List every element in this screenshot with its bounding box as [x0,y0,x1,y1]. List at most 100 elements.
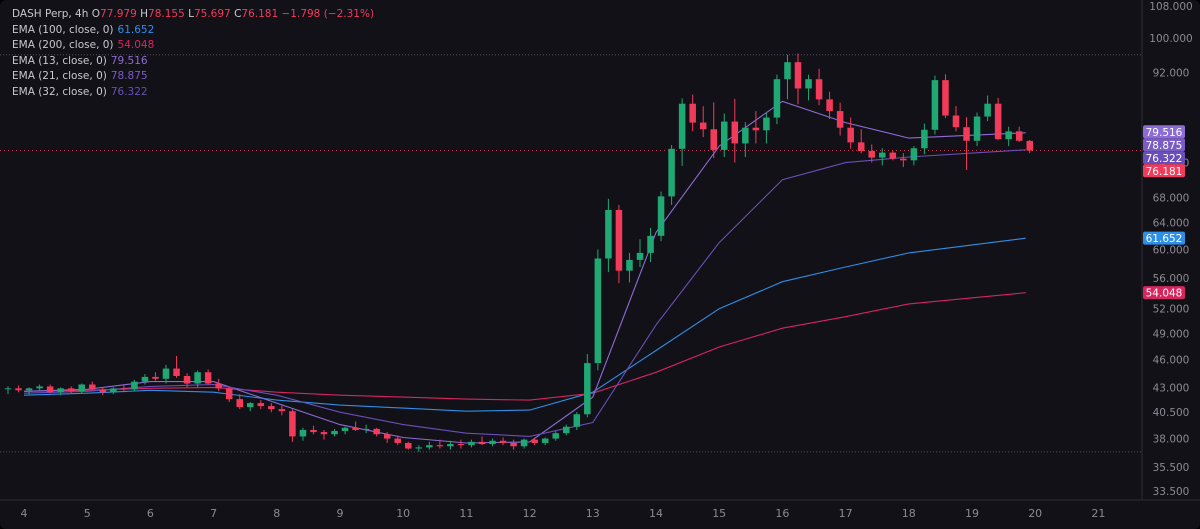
candle [879,148,886,166]
x-tick-label: 9 [337,507,344,520]
x-tick-label: 15 [712,507,726,520]
candle [110,387,117,395]
candle [236,394,243,410]
candle [120,385,128,393]
symbol-title[interactable]: DASH Perp, 4h [12,8,89,20]
high-value: 78.155 [148,8,185,20]
candle [89,381,96,391]
candle [910,146,918,166]
candle [510,439,517,450]
candle [994,97,1002,141]
x-tick-label: 10 [396,507,410,520]
candle [141,374,149,385]
price-tag: 78.875 [1143,138,1185,152]
candle [952,106,960,132]
indicator-value: 54.048 [117,39,155,51]
candle [405,441,412,450]
candle [489,438,496,447]
indicator-value: 79.516 [110,54,148,67]
svg-text:76.322: 76.322 [1146,153,1183,165]
y-tick-label: 100.000 [1149,33,1192,45]
x-tick-label: 4 [21,507,28,520]
low-label: L [188,8,194,20]
open-value: 77.979 [100,8,137,20]
y-tick-label: 40.500 [1153,407,1190,419]
price-tag: 76.181 [1143,164,1185,178]
y-tick-label: 56.000 [1153,273,1190,285]
candle [183,373,191,388]
x-tick-label: 18 [902,507,916,520]
indicator-value: 78.875 [110,70,148,82]
x-tick-label: 6 [147,507,154,520]
candle [331,428,338,437]
ema-line [23,292,1026,401]
indicator-ema-32[interactable]: EMA (32, close, 0) 76.322 [12,85,374,101]
y-tick-label: 46.000 [1153,354,1190,366]
candle [689,94,696,132]
candle [131,379,138,392]
candle [721,113,728,158]
candle [457,439,465,449]
y-tick-label: 33.500 [1153,486,1190,498]
ema-line [23,100,1026,444]
candle [563,424,570,436]
indicator-ema-200[interactable]: EMA (200, close, 0) 54.048 [12,38,374,54]
candle [836,102,844,136]
candle [373,427,380,437]
candle [963,117,970,170]
candle [773,74,781,125]
close-label: C [234,8,242,20]
candle [815,68,823,106]
y-tick-label: 43.000 [1153,382,1190,394]
svg-text:61.652: 61.652 [1146,233,1183,245]
y-tick-label: 38.000 [1153,434,1190,446]
y-tick-label: 92.000 [1153,67,1190,79]
candle [15,385,22,393]
indicator-ema-100[interactable]: EMA (100, close, 0) 61.652 [12,23,374,39]
candle [942,74,949,119]
candle [678,98,686,166]
candle [1026,139,1033,154]
candle [78,383,85,394]
x-tick-label: 16 [775,507,789,520]
candle [763,112,770,144]
low-value: 75.697 [193,8,231,20]
candle [67,386,75,394]
price-tag: 61.652 [1143,231,1185,245]
candle [257,400,265,410]
candle [25,387,33,395]
indicator-label: EMA (21, close, 0) [12,70,107,82]
x-tick-label: 21 [1091,507,1105,520]
candle [362,424,370,434]
candle [36,384,43,392]
candle [46,384,54,394]
candle [394,435,401,446]
candle [868,144,875,163]
candle [900,153,907,168]
ohlc-header: DASH Perp, 4h O77.979 H78.155 L75.697 C7… [12,7,374,23]
indicator-ema-21[interactable]: EMA (21, close, 0) 78.875 [12,69,374,85]
x-tick-label: 5 [84,507,91,520]
indicator-value: 61.652 [117,23,155,36]
candle [99,387,107,396]
x-tick-label: 19 [965,507,979,520]
x-tick-label: 13 [586,507,600,520]
candle [657,191,665,242]
candle [341,426,349,435]
y-tick-label: 49.000 [1153,328,1190,340]
candle [541,437,549,446]
close-value: 76.181 [241,8,279,20]
candle [742,122,749,158]
candle [531,437,538,446]
indicator-ema-13[interactable]: EMA (13, close, 0) 79.516 [12,54,374,70]
candle [668,145,675,205]
x-tick-label: 17 [839,507,853,520]
candle [204,369,212,385]
candle [847,117,854,149]
candle [699,106,707,138]
candle [710,102,717,159]
ema-line [23,149,1026,437]
candle [784,54,791,100]
